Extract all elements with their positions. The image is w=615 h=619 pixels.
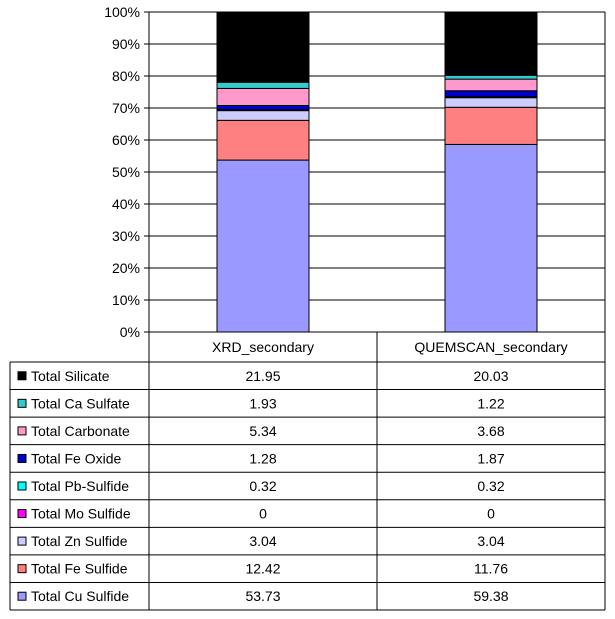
bar-segment-total-ca-sulfate bbox=[216, 81, 310, 89]
bar-segment-total-silicate bbox=[444, 11, 538, 76]
legend-swatch bbox=[17, 453, 27, 463]
series-name: Total Fe Sulfide bbox=[31, 561, 128, 577]
legend-swatch bbox=[17, 536, 27, 546]
data-value: 21.95 bbox=[245, 368, 280, 384]
bar-segment-total-fe-oxide bbox=[444, 90, 538, 98]
data-value: 0.32 bbox=[477, 478, 504, 494]
bar-stacks bbox=[216, 11, 538, 333]
category-label: XRD_secondary bbox=[212, 339, 314, 355]
data-value: 5.34 bbox=[249, 423, 276, 439]
data-value: 3.04 bbox=[477, 533, 504, 549]
data-value: 1.93 bbox=[249, 395, 276, 411]
bar-segment-total-zn-sulfide bbox=[216, 110, 310, 121]
y-tick-label: 70% bbox=[112, 100, 140, 116]
data-value: 20.03 bbox=[473, 368, 508, 384]
data-value: 0 bbox=[259, 506, 267, 522]
y-tick-label: 60% bbox=[112, 132, 140, 148]
bar-segment-total-fe-sulfide bbox=[444, 106, 538, 145]
bar-segment-total-fe-oxide bbox=[216, 104, 310, 111]
y-tick-label: 30% bbox=[112, 228, 140, 244]
y-tick-label: 20% bbox=[112, 260, 140, 276]
data-value: 3.68 bbox=[477, 423, 504, 439]
bar-segment-total-carbonate bbox=[216, 87, 310, 106]
data-value: 53.73 bbox=[245, 588, 280, 604]
data-value: 0 bbox=[487, 506, 495, 522]
series-name: Total Fe Oxide bbox=[31, 450, 121, 466]
bar-segment-total-zn-sulfide bbox=[444, 97, 538, 108]
y-tick-label: 10% bbox=[112, 292, 140, 308]
y-tick-label: 50% bbox=[112, 164, 140, 180]
category-label: QUEMSCAN_secondary bbox=[414, 339, 567, 355]
legend-swatch bbox=[17, 371, 27, 381]
data-value: 0.32 bbox=[249, 478, 276, 494]
data-value: 59.38 bbox=[473, 588, 508, 604]
y-tick-label: 40% bbox=[112, 196, 140, 212]
legend-swatch bbox=[17, 564, 27, 574]
legend-swatch bbox=[17, 426, 27, 436]
y-tick-label: 80% bbox=[112, 68, 140, 84]
series-name: Total Carbonate bbox=[31, 423, 130, 439]
data-table: XRD_secondary QUEMSCAN_secondary Total Sil… bbox=[9, 331, 606, 611]
series-name: Total Pb-Sulfide bbox=[31, 478, 129, 494]
y-axis: 0% 10% 20% 30% 40% 50% 60% 70% 80% 90% 100% bbox=[104, 4, 606, 340]
legend-swatch bbox=[17, 481, 27, 491]
legend-swatch bbox=[17, 398, 27, 408]
bar-segment-total-fe-sulfide bbox=[216, 119, 310, 161]
data-value: 3.04 bbox=[249, 533, 276, 549]
series-name: Total Ca Sulfate bbox=[31, 395, 130, 411]
y-tick-label: 90% bbox=[112, 36, 140, 52]
data-value: 11.76 bbox=[474, 561, 508, 577]
y-tick-label: 0% bbox=[120, 324, 140, 340]
bar-segment-total-silicate bbox=[216, 11, 310, 83]
bar-segment-total-carbonate bbox=[444, 78, 538, 92]
legend-swatch bbox=[17, 591, 27, 601]
series-name: Total Silicate bbox=[31, 368, 110, 384]
data-value: 1.87 bbox=[477, 450, 504, 466]
legend-swatch bbox=[17, 509, 27, 519]
series-name: Total Mo Sulfide bbox=[31, 506, 131, 522]
data-value: 1.28 bbox=[249, 450, 276, 466]
data-value: 1.22 bbox=[477, 395, 504, 411]
bar-segment-total-cu-sulfide bbox=[444, 143, 538, 333]
bar-segment-total-cu-sulfide bbox=[216, 159, 310, 333]
series-name: Total Cu Sulfide bbox=[31, 588, 129, 604]
series-name: Total Zn Sulfide bbox=[31, 533, 128, 549]
bar-segment-total-ca-sulfate bbox=[444, 74, 538, 80]
y-tick-label: 100% bbox=[104, 4, 140, 20]
data-value: 12.42 bbox=[245, 561, 280, 577]
